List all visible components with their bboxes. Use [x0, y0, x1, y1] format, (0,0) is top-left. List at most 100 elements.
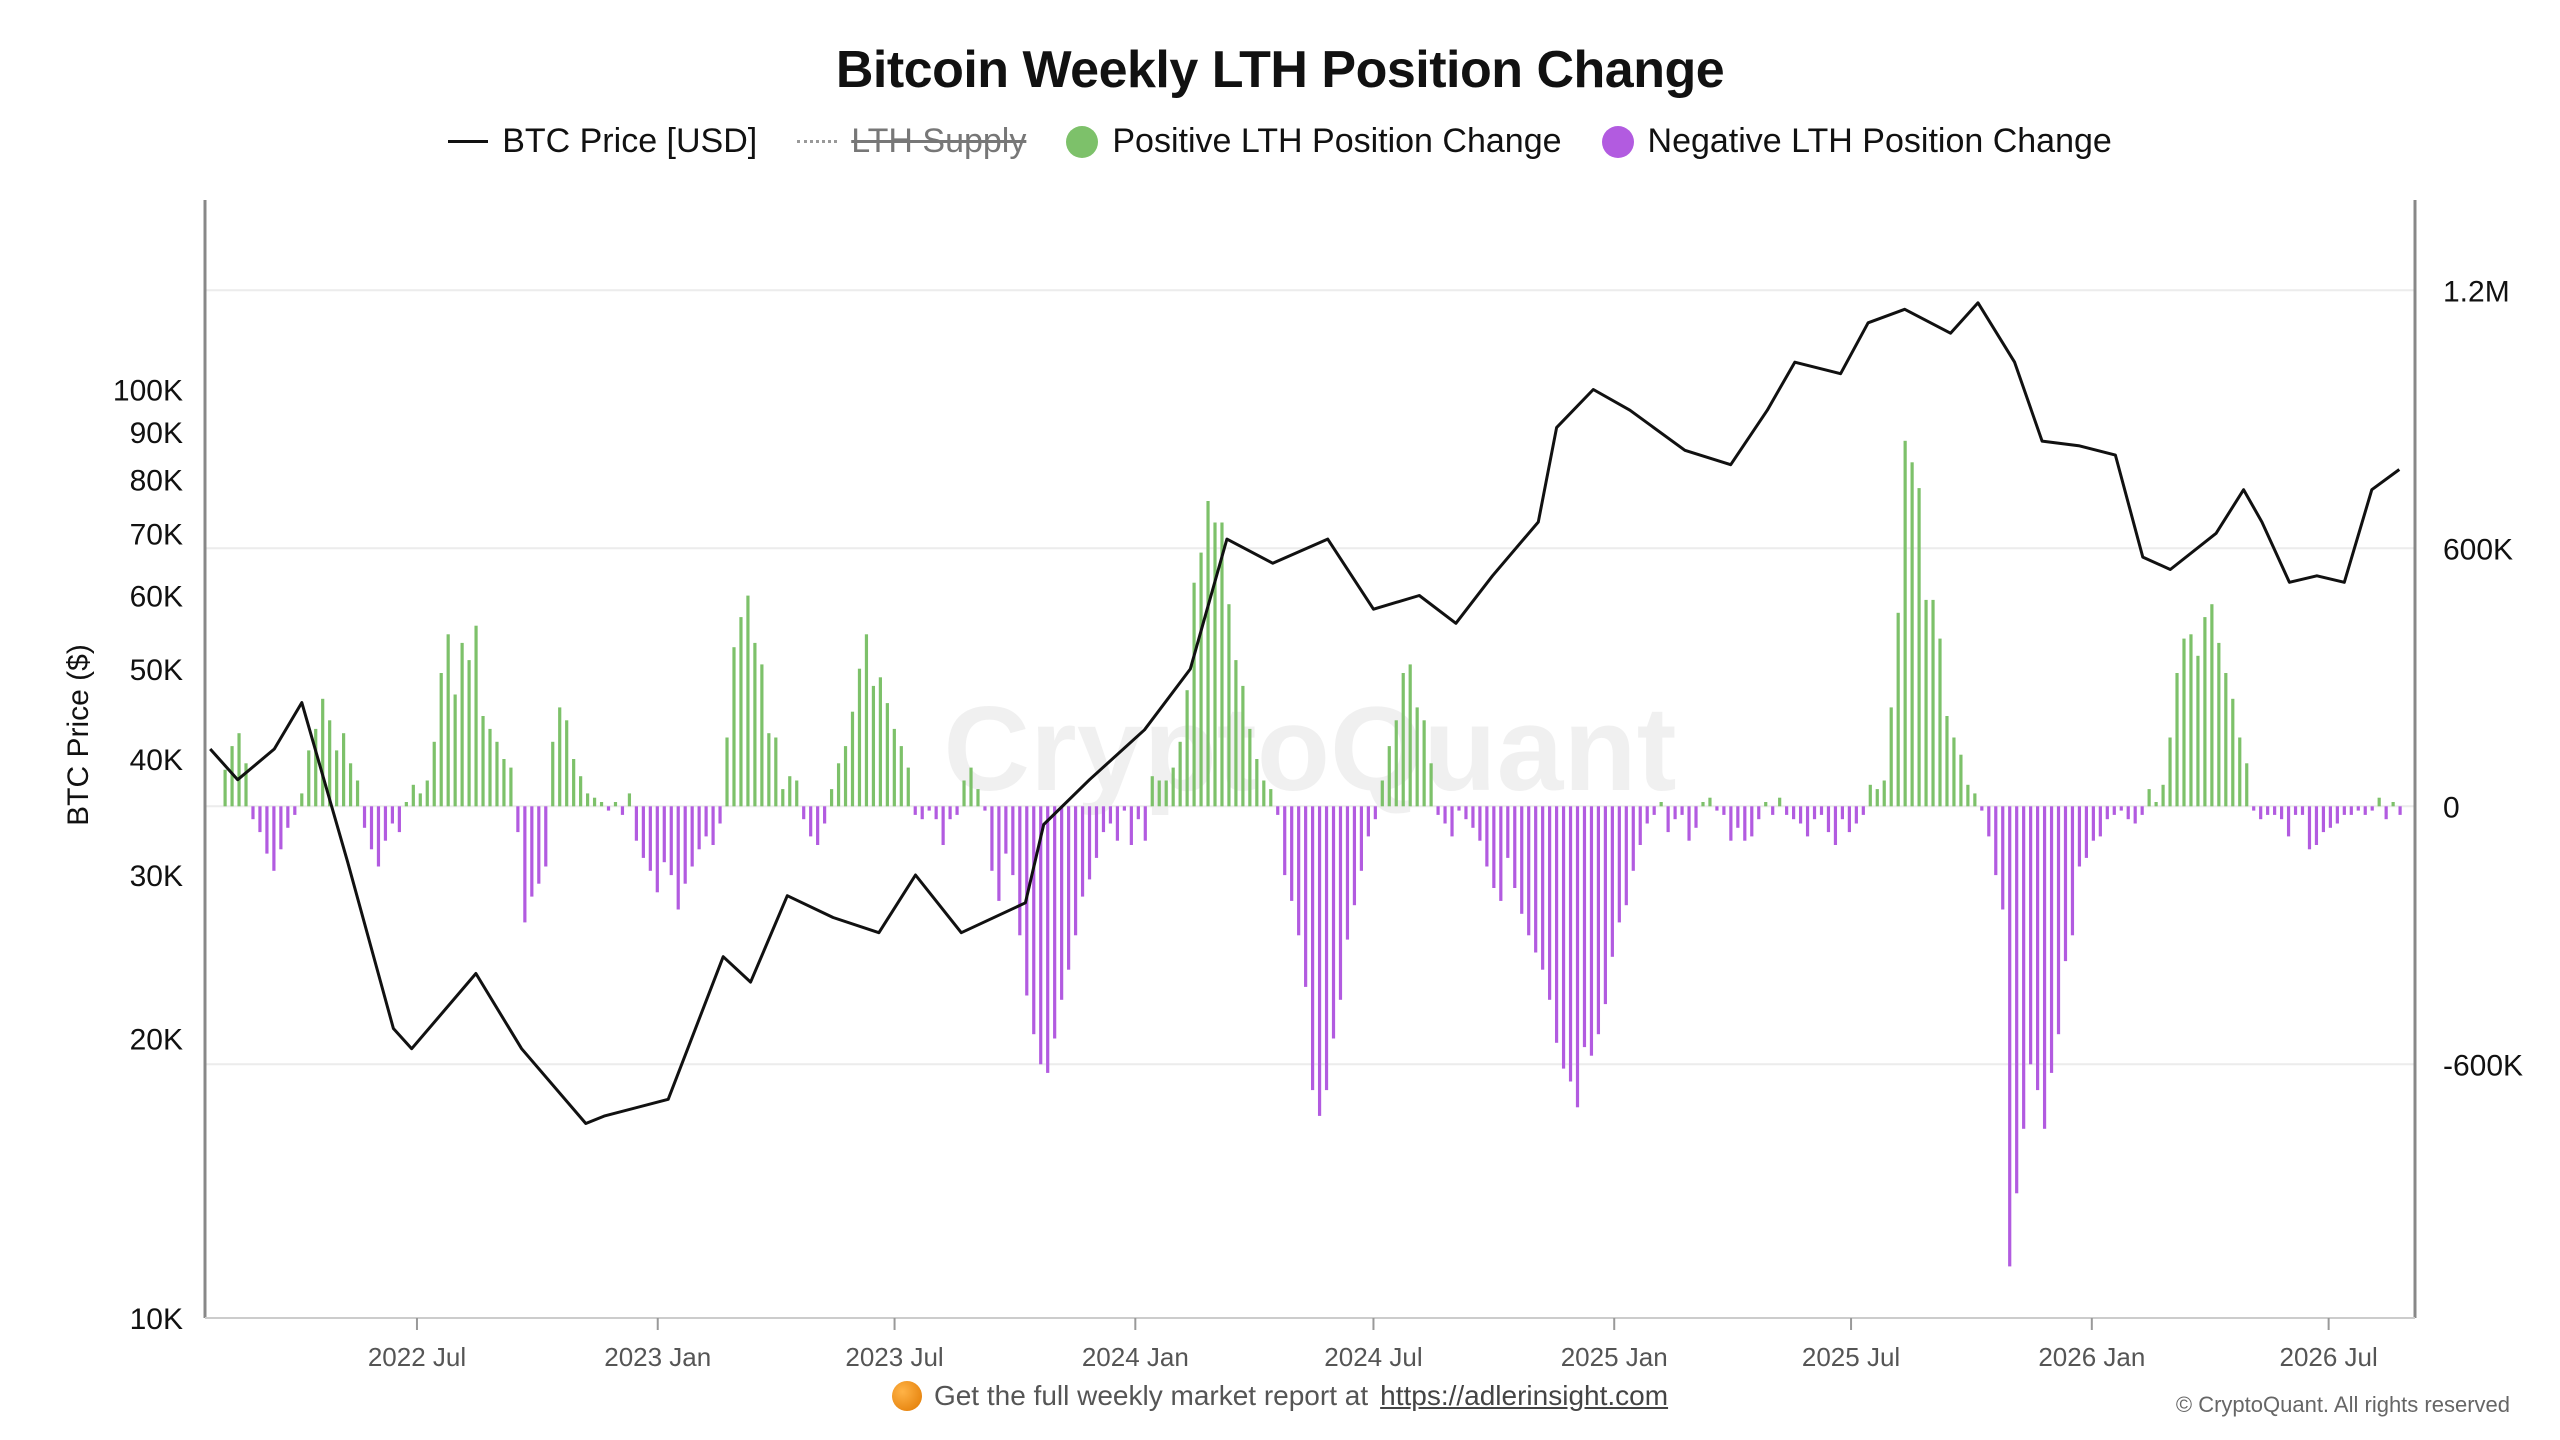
negative-change-bar — [1548, 806, 1552, 1000]
negative-change-bar — [809, 806, 813, 837]
negative-change-bar — [704, 806, 708, 837]
negative-change-bar — [934, 806, 938, 820]
axes: 10K 20K 30K 40K 50K 60K 70K 80K 90K 100K -600K 0 600… — [113, 200, 2523, 1372]
negative-change-bar — [711, 806, 715, 845]
legend-item-negative-change[interactable]: Negative LTH Position Change — [1601, 122, 2112, 161]
negative-change-bar — [1603, 806, 1607, 1005]
positive-change-bar — [1422, 720, 1426, 807]
negative-change-bar — [1534, 806, 1538, 953]
positive-change-bar — [411, 784, 415, 807]
positive-change-bar — [467, 660, 471, 807]
y-right-tick-label: 600K — [2443, 533, 2513, 566]
negative-change-bar — [369, 806, 374, 850]
negative-change-bar — [390, 806, 395, 824]
positive-change-bar — [1157, 780, 1161, 807]
positive-change-bar — [788, 776, 792, 807]
negative-change-bar — [1464, 806, 1468, 820]
positive-change-bar — [878, 677, 882, 807]
negative-change-bar — [669, 806, 673, 876]
negative-change-bar — [718, 806, 722, 824]
negative-change-bar — [948, 806, 952, 820]
positive-change-bar — [1945, 716, 1949, 807]
negative-change-bar — [1582, 806, 1587, 1048]
negative-change-bar — [1450, 806, 1454, 837]
positive-change-bar — [962, 780, 966, 807]
negative-change-bar — [1854, 806, 1858, 824]
positive-change-bar — [558, 707, 562, 807]
negative-change-bar — [293, 806, 297, 815]
positive-change-bar — [725, 737, 729, 807]
negative-change-bar — [1331, 806, 1336, 1039]
positive-change-bar — [1708, 797, 1712, 807]
positive-change-bar — [237, 733, 241, 807]
positive-change-bar — [355, 780, 360, 807]
chart-title: Bitcoin Weekly LTH Position Change — [835, 41, 1725, 99]
positive-change-bar — [579, 776, 583, 807]
negative-change-bar — [1680, 806, 1684, 815]
positive-change-bar — [1164, 780, 1168, 807]
positive-change-bar — [1778, 797, 1782, 807]
negative-change-bar — [1492, 806, 1496, 888]
legend-item-positive-change[interactable]: Positive LTH Position Change — [1066, 122, 1562, 161]
negative-change-bar — [2314, 806, 2319, 845]
negative-change-bar — [1645, 806, 1649, 824]
positive-change-bar — [906, 767, 910, 807]
negative-change-bar — [997, 806, 1001, 901]
negative-change-bar — [2266, 806, 2270, 815]
positive-change-bar — [1269, 789, 1273, 807]
negative-change-bar — [1143, 806, 1147, 841]
footer-link[interactable]: https://adlerinsight.com — [1380, 1380, 1669, 1411]
negative-change-bar — [1589, 806, 1594, 1056]
negative-change-bar — [1499, 806, 1503, 901]
negative-change-bar — [802, 806, 806, 820]
positive-change-bar — [753, 642, 757, 807]
negative-change-bar — [1652, 806, 1656, 815]
negative-change-bar — [1108, 806, 1113, 824]
positive-change-bar — [2182, 638, 2186, 807]
positive-change-bar — [1938, 638, 1942, 807]
negative-change-bar — [2286, 806, 2291, 837]
negative-change-bar — [1631, 806, 1635, 871]
negative-change-bar — [376, 806, 381, 867]
negative-change-bar — [1506, 806, 1510, 858]
positive-change-bar — [599, 802, 604, 807]
negative-change-bar — [2356, 806, 2360, 811]
negative-change-bar — [641, 806, 645, 858]
x-tick-label: 2025 Jul — [1802, 1342, 1900, 1372]
positive-change-bar — [1701, 802, 1705, 807]
positive-change-bar — [488, 728, 492, 807]
negative-change-bar — [1046, 806, 1050, 1073]
negative-change-bar — [1457, 806, 1461, 811]
negative-change-bar — [1610, 806, 1614, 957]
negative-change-bar — [272, 806, 276, 871]
negative-change-bar — [1750, 806, 1754, 837]
green-dot-icon — [1066, 125, 1099, 158]
negative-change-bar — [2063, 806, 2068, 962]
legend-label-lth-supply: LTH Supply — [851, 122, 1027, 160]
legend-item-lth-supply[interactable]: LTH Supply — [797, 122, 1026, 161]
orange-circle-icon — [891, 1381, 922, 1411]
negative-change-bar — [1987, 806, 1991, 837]
positive-change-bar — [760, 664, 764, 807]
negative-change-bar — [2321, 806, 2326, 833]
positive-change-bar — [836, 763, 841, 807]
legend-item-btc-price[interactable]: BTC Price [USD] — [448, 122, 757, 161]
positive-change-bar — [432, 741, 436, 807]
positive-change-bar — [1959, 754, 1963, 807]
positive-change-bar — [781, 789, 785, 807]
positive-change-bar — [230, 746, 234, 807]
btc-price-line — [209, 301, 2401, 1125]
positive-change-bar — [1917, 488, 1921, 807]
positive-change-bar — [2217, 642, 2221, 807]
negative-change-bar — [2252, 806, 2256, 811]
negative-change-bar — [690, 806, 694, 867]
positive-change-bar — [2196, 655, 2200, 807]
positive-change-bar — [2168, 737, 2172, 807]
positive-change-bar — [342, 733, 346, 807]
y-left-tick-label: 10K — [130, 1303, 183, 1336]
negative-change-bar — [258, 806, 262, 833]
positive-change-bar — [321, 698, 325, 807]
negative-change-bar — [1798, 806, 1803, 824]
line-swatch-icon — [448, 140, 489, 143]
